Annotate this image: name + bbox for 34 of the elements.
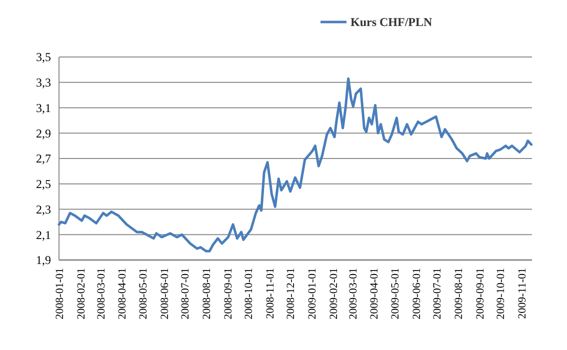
y-tick-label: 2,3	[36, 202, 51, 216]
x-tick-label: 2008-12-01	[285, 268, 298, 320]
x-tick-label: 2009-05-01	[389, 268, 402, 320]
x-tick-label: 2009-08-01	[452, 268, 465, 320]
x-tick-label: 2009-06-01	[410, 268, 423, 320]
x-tick-label: 2008-08-01	[200, 268, 213, 320]
x-tick-label: 2008-02-01	[75, 268, 88, 320]
y-tick-label: 2,5	[36, 177, 51, 192]
x-tick-label: 2008-04-01	[116, 268, 129, 320]
x-tick-label: 2009-02-01	[328, 268, 340, 320]
y-tick-label: 1,9	[36, 253, 51, 268]
y-tick-label: 3,5	[36, 50, 51, 64]
x-tick-label: 2008-03-01	[95, 268, 108, 320]
x-tick-label: 2009-03-01	[347, 268, 360, 320]
x-tick-label: 2008-10-01	[243, 268, 256, 320]
x-tick-label: 2008-09-01	[222, 268, 234, 320]
x-tick-label: 2008-07-01	[180, 268, 192, 320]
x-tick-label: 2009-11-01	[516, 268, 528, 319]
x-tick-label: 2009-04-01	[368, 268, 381, 320]
y-tick-label: 2,1	[36, 228, 51, 242]
y-tick-label: 2,9	[36, 126, 51, 140]
x-tick-label: 2009-07-01	[432, 268, 444, 320]
x-tick-label: 2009-01-01	[306, 268, 319, 320]
legend-label: Kurs CHF/PLN	[350, 15, 432, 30]
x-tick-label: 2008-05-01	[137, 268, 150, 320]
x-tick-label: 2008-06-01	[158, 268, 171, 320]
x-tick-label: 2009-09-01	[474, 268, 486, 320]
y-tick-label: 2,7	[36, 152, 51, 166]
x-tick-label: 2008-11-01	[264, 268, 276, 319]
x-tick-label: 2008-01-01	[54, 268, 66, 320]
line-series	[58, 77, 533, 252]
y-tick-label: 3,1	[36, 100, 51, 115]
y-tick-label: 3,3	[36, 76, 51, 90]
x-tick-label: 2009-10-01	[495, 268, 508, 320]
